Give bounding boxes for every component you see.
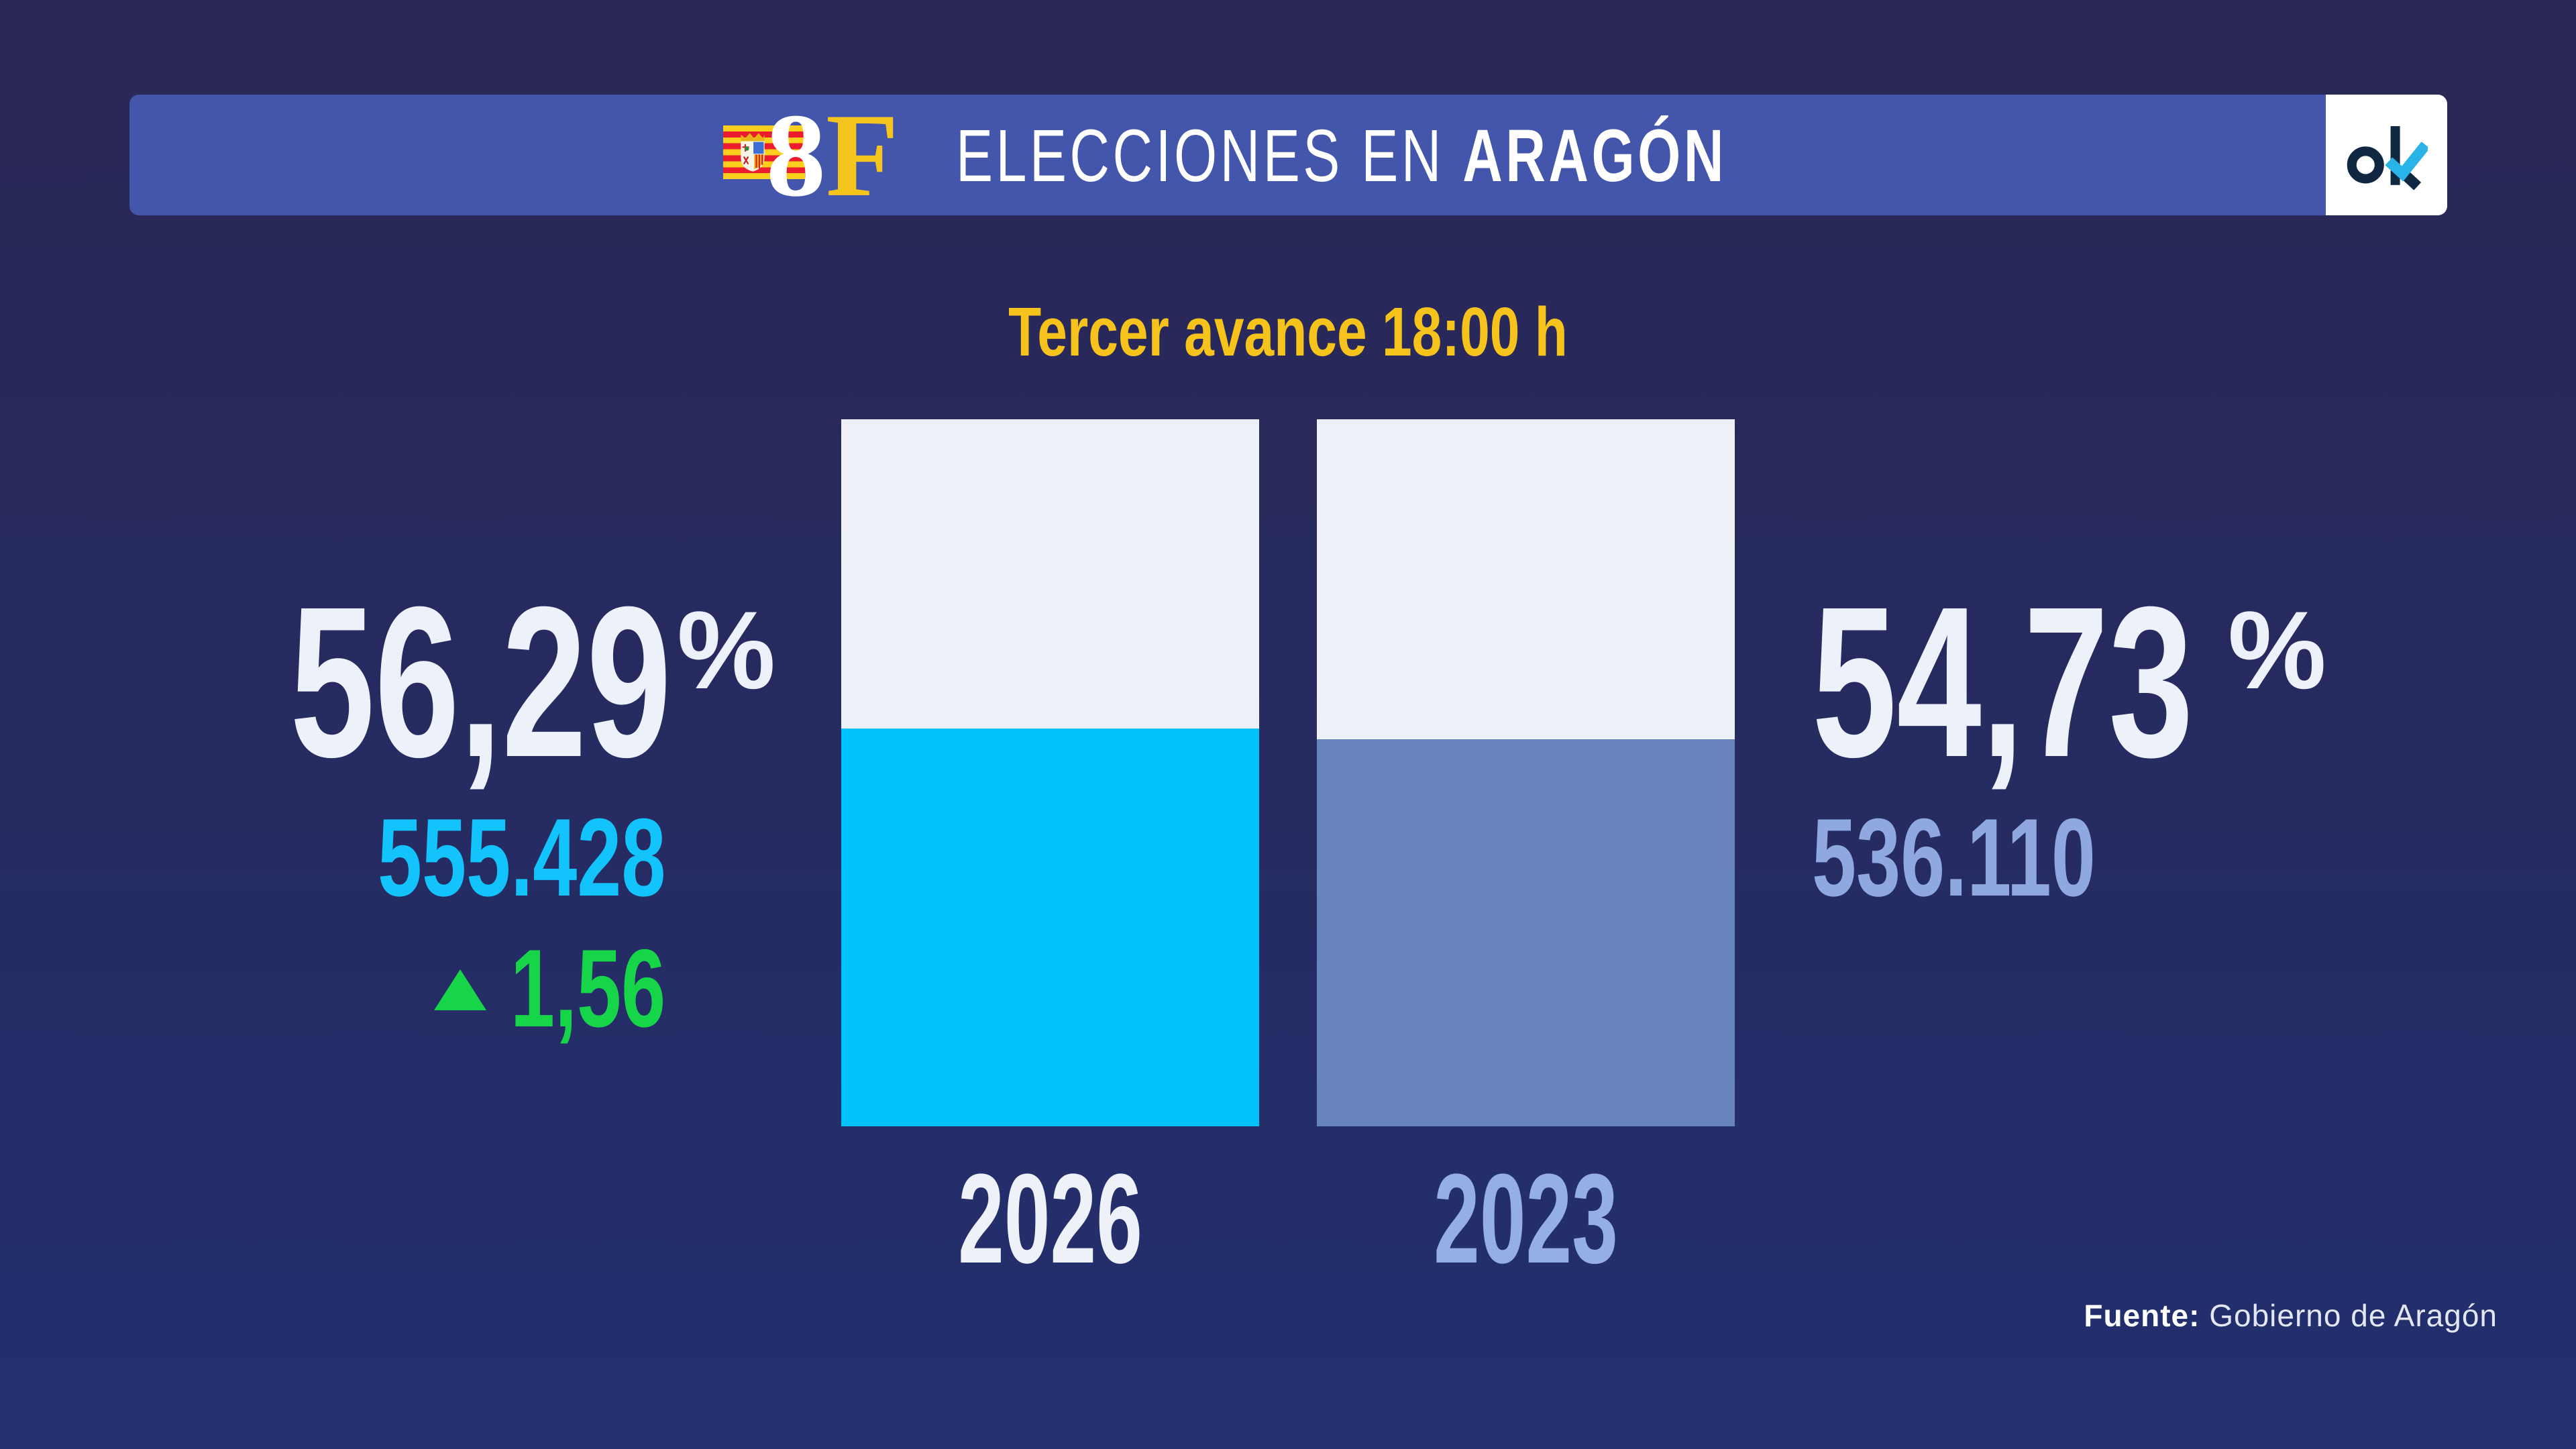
percent-sign-2026: % xyxy=(677,588,775,712)
bar-2026-fill xyxy=(841,728,1259,1126)
header-banner: 8F ELECCIONES EN ARAGÓN xyxy=(129,95,2447,215)
source-label: Fuente: xyxy=(2084,1298,2200,1333)
voters-2026: 555.428 xyxy=(377,796,665,919)
increase-triangle-icon xyxy=(434,969,486,1010)
chart-title: Tercer avance 18:00 h xyxy=(1008,293,1568,370)
turnout-pct-2023: 54,73 xyxy=(1812,561,2194,802)
banner-title-bold: ARAGÓN xyxy=(1462,115,1727,197)
banner-title: ELECCIONES EN ARAGÓN xyxy=(956,119,1727,193)
logo-letter: F xyxy=(826,95,899,215)
bar-2026 xyxy=(841,419,1259,1126)
bar-2023-fill xyxy=(1317,739,1735,1126)
change-value: 1,56 xyxy=(510,926,665,1050)
aragon-flag-icon xyxy=(723,125,805,179)
bar-2023 xyxy=(1317,419,1735,1126)
banner-title-regular: ELECCIONES EN xyxy=(956,115,1463,197)
percent-sign-2023: % xyxy=(2228,588,2326,712)
source-value: Gobierno de Aragón xyxy=(2200,1298,2498,1333)
category-label-2023: 2023 xyxy=(1434,1148,1618,1290)
category-label-2026: 2026 xyxy=(958,1148,1142,1290)
okdiario-logo-icon xyxy=(2347,126,2428,191)
brand-box xyxy=(2326,95,2447,215)
logo-number: 8 xyxy=(766,95,826,215)
voters-2023: 536.110 xyxy=(1812,796,2096,919)
source-line: Fuente: Gobierno de Aragón xyxy=(2084,1297,2498,1334)
stats-2023: 54,73 % 536.110 xyxy=(1812,557,2416,1093)
logo-8f: 8F xyxy=(723,95,1018,215)
aragon-crest-icon xyxy=(741,133,765,172)
stats-2026: 56,29 % 555.428 1,56 xyxy=(134,557,775,1093)
logo-8f-text: 8F xyxy=(766,95,899,215)
turnout-pct-2026: 56,29 xyxy=(290,561,672,802)
